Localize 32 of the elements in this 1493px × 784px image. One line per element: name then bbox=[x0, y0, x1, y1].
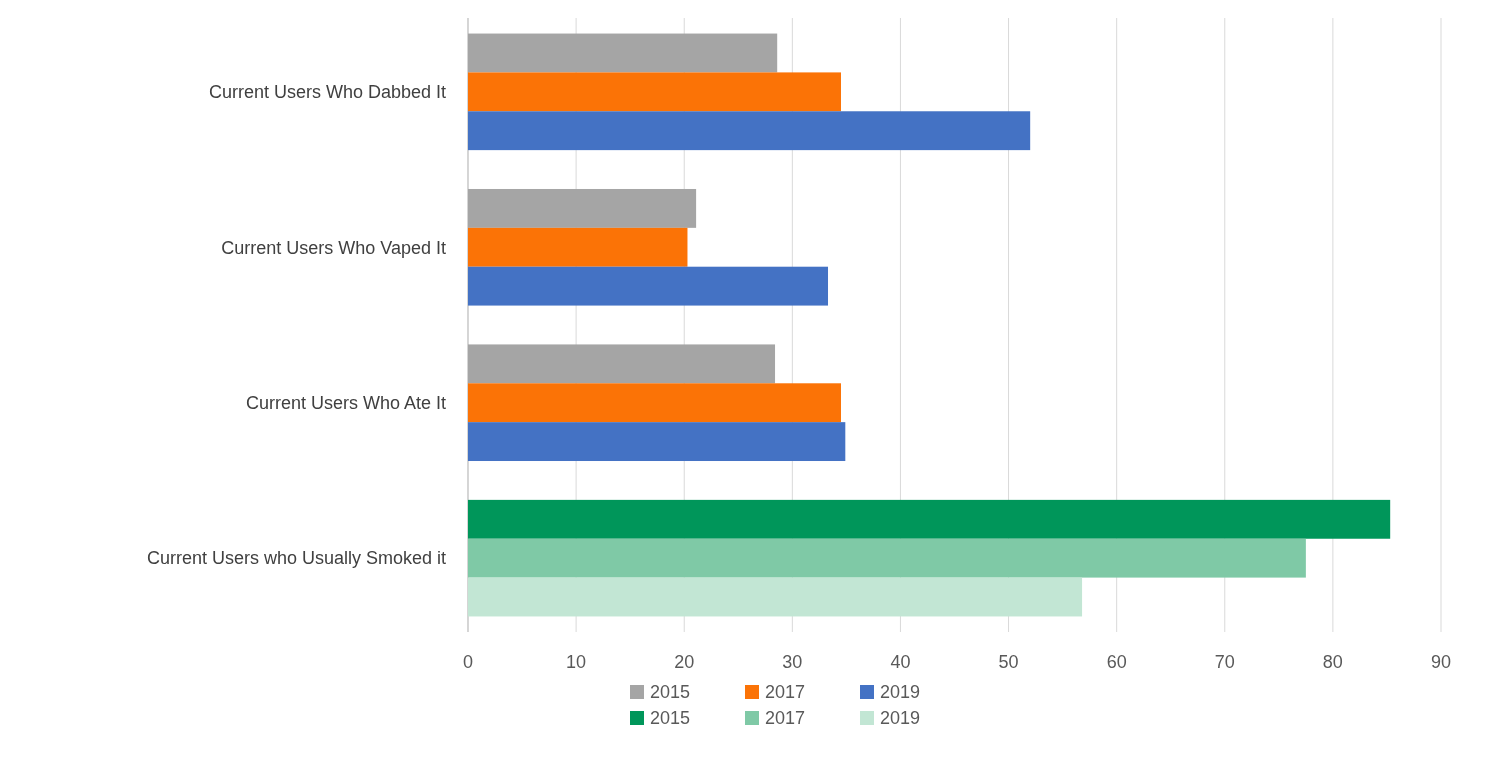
x-tick-label: 40 bbox=[890, 652, 911, 672]
x-tick-label: 20 bbox=[674, 652, 695, 672]
legend-label: 2019 bbox=[880, 682, 921, 703]
bar bbox=[468, 538, 1306, 578]
x-tick-label: 90 bbox=[1430, 652, 1452, 672]
x-tick-label: 60 bbox=[1106, 652, 1127, 672]
bar bbox=[468, 72, 841, 112]
bar bbox=[468, 499, 1391, 539]
legend-label: 2015 bbox=[650, 682, 691, 703]
bar bbox=[468, 33, 778, 73]
bar bbox=[468, 383, 841, 423]
x-tick-label: 0 bbox=[462, 652, 474, 672]
y-tick-label: Current Users Who Vaped It bbox=[221, 237, 446, 258]
bar bbox=[468, 344, 776, 384]
y-tick-label: Current Users Who Ate It bbox=[245, 393, 446, 414]
bar bbox=[468, 111, 1031, 151]
x-tick-label: 50 bbox=[998, 652, 1019, 672]
y-tick-label: Current Users who Usually Smoked it bbox=[146, 548, 446, 569]
x-tick-label: 70 bbox=[1214, 652, 1235, 672]
bar bbox=[468, 188, 697, 228]
bar bbox=[468, 422, 846, 462]
bar bbox=[468, 227, 688, 267]
legend-label: 2017 bbox=[765, 708, 806, 729]
x-tick-label: 80 bbox=[1322, 652, 1343, 672]
bar bbox=[468, 577, 1083, 617]
x-tick-label: 10 bbox=[566, 652, 587, 672]
y-tick-label: Current Users Who Dabbed It bbox=[208, 82, 446, 103]
bar bbox=[468, 266, 829, 306]
legend-label: 2019 bbox=[880, 708, 921, 729]
legend-label: 2015 bbox=[650, 708, 691, 729]
x-tick-label: 30 bbox=[782, 652, 803, 672]
legend-label: 2017 bbox=[765, 682, 806, 703]
